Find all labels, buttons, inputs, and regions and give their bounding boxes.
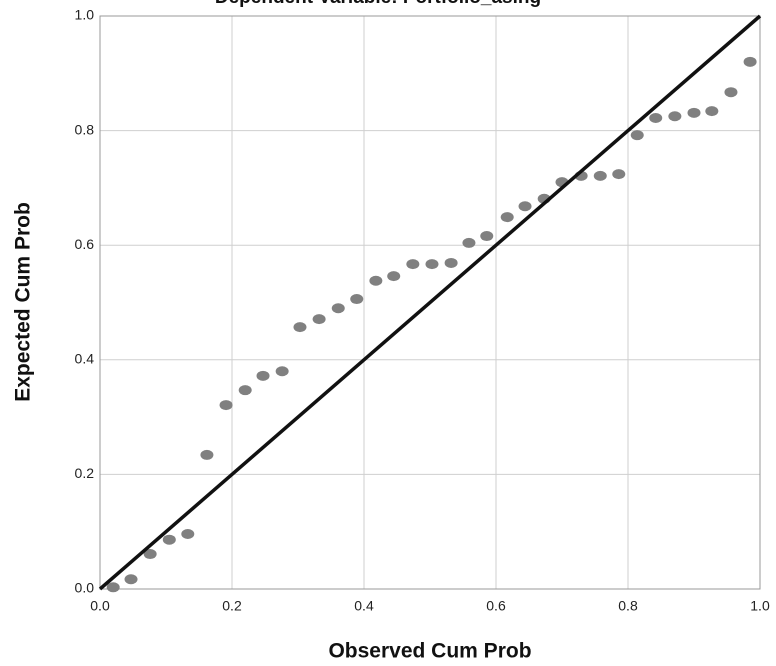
point [163,535,176,545]
chart-title: Dependent Variable: Portfolio_asing [215,0,541,8]
point [594,171,607,181]
page: {"chart_data": { "type": "scatter", "tit… [0,0,776,666]
point [257,371,270,381]
point [501,212,514,222]
chart: Dependent Variable: Portfolio_asing Obse… [0,0,776,666]
point [724,87,737,97]
point [293,322,306,332]
point [744,57,757,67]
x-tick-label: 1.0 [750,598,770,614]
point [350,294,363,304]
point [519,201,532,211]
x-axis-title: Observed Cum Prob [328,640,531,663]
point [462,238,475,248]
y-tick-label: 0.8 [75,121,95,137]
point [200,450,213,460]
point [369,276,382,286]
y-tick-label: 1.0 [75,7,95,23]
y-tick-label: 0.0 [75,580,95,596]
x-tick-label: 0.2 [222,598,242,614]
point [445,258,458,268]
point [276,366,289,376]
point [668,111,681,121]
point [649,113,662,123]
point [220,400,233,410]
point [387,271,400,281]
point [480,231,493,241]
point [239,385,252,395]
point [181,529,194,539]
point [406,259,419,269]
point [612,169,625,179]
point [332,303,345,313]
point [705,106,718,116]
point [125,574,138,584]
point [425,259,438,269]
x-tick-label: 0.6 [486,598,506,614]
point [688,108,701,118]
y-tick-label: 0.6 [75,236,95,252]
y-tick-label: 0.4 [75,351,95,367]
y-tick-label: 0.2 [75,465,95,481]
reference-line [100,16,760,589]
x-tick-label: 0.0 [90,598,110,614]
x-tick-label: 0.8 [618,598,638,614]
plot-area: 0.0 0.2 0.4 0.6 0.8 1.0 0.0 0.2 0.4 0.6 0.8 1.0 [75,7,770,614]
x-tick-label: 0.4 [354,598,374,614]
point [313,314,326,324]
point [631,130,644,140]
y-axis-title: Expected Cum Prob [12,202,35,402]
